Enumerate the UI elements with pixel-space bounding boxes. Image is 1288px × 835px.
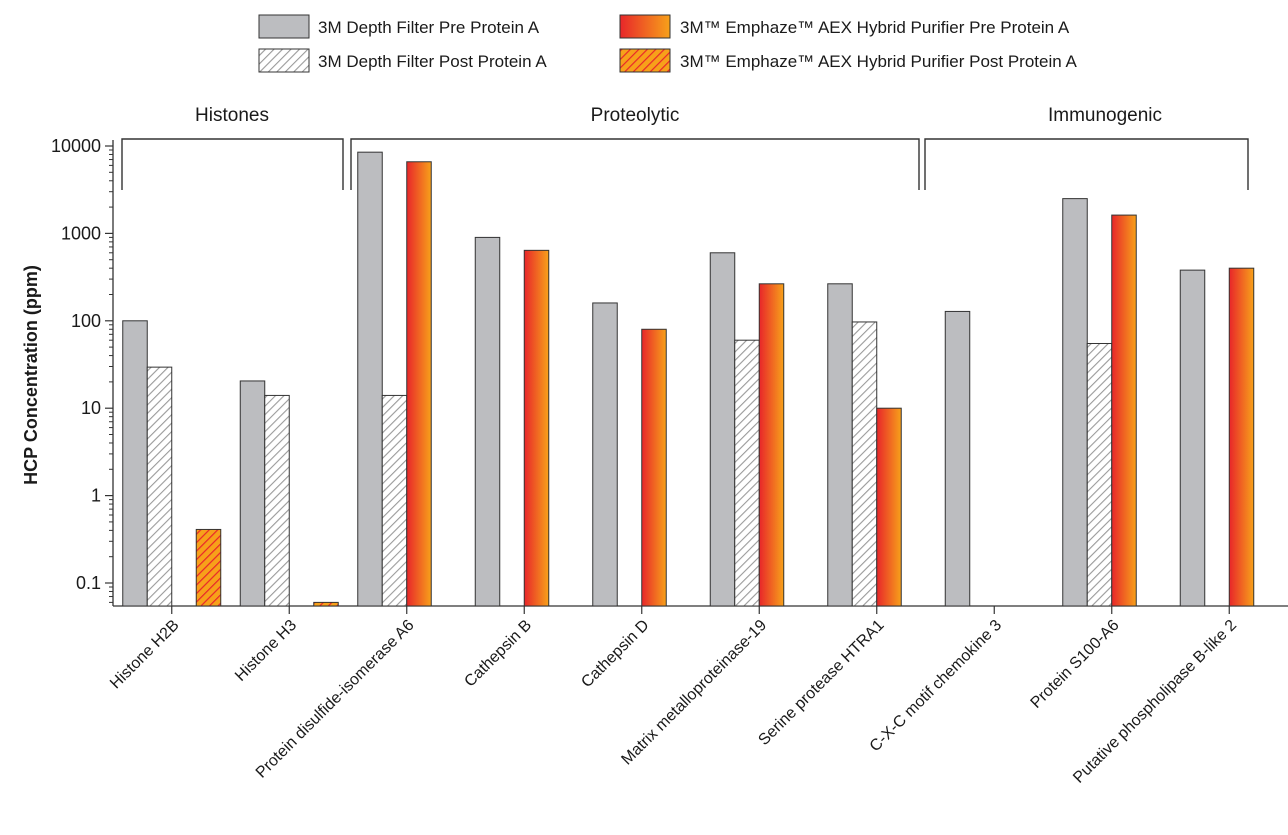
bar [709, 252, 736, 607]
bar [851, 321, 878, 607]
bars [122, 151, 1255, 607]
bar [381, 394, 408, 607]
x-tick-label: Histone H3 [232, 617, 300, 685]
group-label-histones: Histones [195, 105, 269, 126]
x-tick-label: Serine protease HTRA1 [755, 617, 887, 749]
legend-label-emphaze-pre: 3M™ Emphaze™ AEX Hybrid Purifier Pre Pro… [680, 18, 1070, 37]
bar [239, 380, 266, 607]
bar [827, 283, 853, 607]
x-tick-label: C-X-C motif chemokine 3 [867, 617, 1005, 755]
bar [641, 328, 667, 607]
bar [1111, 214, 1137, 607]
x-tick-label: Protein S100-A6 [1028, 617, 1123, 712]
bar [592, 302, 618, 607]
bar [474, 236, 501, 607]
bar [264, 394, 290, 607]
bar [1086, 342, 1113, 607]
bar [876, 407, 902, 607]
x-tick-label: Cathepsin B [461, 617, 535, 691]
bracket-proteolytic [350, 138, 920, 190]
legend: 3M Depth Filter Pre Protein A 3M Depth F… [258, 14, 1077, 73]
legend-swatch-depth-pre [258, 14, 310, 39]
legend-swatch-depth-post [258, 48, 310, 73]
group-brackets: Histones Proteolytic Immunogenic [121, 105, 1249, 190]
bar [313, 601, 339, 607]
bar [1062, 198, 1088, 607]
legend-swatch-emphaze-pre [619, 14, 671, 39]
bar [406, 161, 432, 607]
y-tick-label: 100 [71, 311, 101, 331]
bar [944, 310, 971, 607]
x-tick-label: Cathepsin D [578, 617, 652, 691]
y-tick-label: 1 [91, 486, 101, 506]
y-tick-label: 10000 [51, 136, 101, 156]
x-tick-label: Histone H2B [107, 617, 183, 693]
bar [1179, 269, 1206, 607]
group-label-immunogenic: Immunogenic [1048, 105, 1162, 126]
group-label-proteolytic: Proteolytic [591, 105, 680, 126]
legend-label-emphaze-post: 3M™ Emphaze™ AEX Hybrid Purifier Post Pr… [680, 52, 1077, 71]
y-tick-label: 10 [81, 398, 101, 418]
bracket-immunogenic [924, 138, 1249, 190]
bar [523, 249, 550, 607]
y-ticks: 0.1 1 10 100 1000 10000 [51, 136, 113, 603]
bar [122, 320, 148, 607]
y-axis-label: HCP Concentration (ppm) [21, 265, 41, 485]
bar [1228, 267, 1255, 607]
bar [357, 151, 383, 607]
bracket-histones [121, 138, 344, 190]
legend-label-depth-post: 3M Depth Filter Post Protein A [318, 52, 547, 71]
bar [195, 528, 222, 607]
legend-swatch-emphaze-post [619, 48, 671, 73]
y-tick-label: 1000 [61, 223, 101, 243]
bar [758, 283, 785, 607]
legend-label-depth-pre: 3M Depth Filter Pre Protein A [318, 18, 540, 37]
bar [146, 366, 173, 607]
y-tick-label: 0.1 [76, 573, 101, 593]
bar [734, 339, 760, 607]
